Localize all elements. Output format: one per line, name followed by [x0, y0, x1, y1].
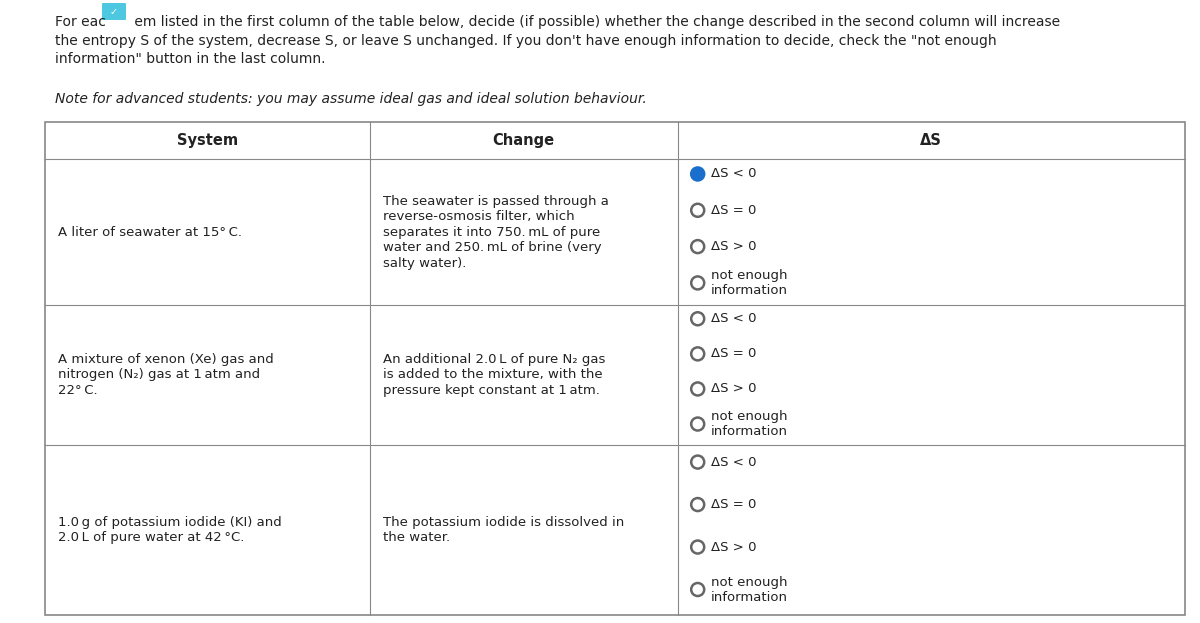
Circle shape: [691, 168, 704, 181]
Text: separates it into 750. mL of pure: separates it into 750. mL of pure: [383, 226, 600, 239]
Text: not enough: not enough: [710, 410, 787, 423]
Bar: [46, 123, 1186, 615]
Text: ΔS < 0: ΔS < 0: [710, 312, 756, 325]
Text: Note for advanced students: you may assume ideal gas and ideal solution behaviou: Note for advanced students: you may assu…: [55, 92, 647, 107]
Text: the water.: the water.: [383, 531, 450, 545]
Text: ΔS = 0: ΔS = 0: [710, 498, 756, 511]
Text: salty water).: salty water).: [383, 257, 467, 270]
Text: information" button in the last column.: information" button in the last column.: [55, 52, 325, 66]
Text: 2.0 L of pure water at 42 °C.: 2.0 L of pure water at 42 °C.: [58, 531, 245, 545]
Text: the entropy S of the system, decrease S, or leave S unchanged. If you don't have: the entropy S of the system, decrease S,…: [55, 34, 997, 47]
Text: 22° C.: 22° C.: [58, 384, 97, 397]
Text: information: information: [710, 591, 787, 604]
Text: The seawater is passed through a: The seawater is passed through a: [383, 194, 608, 207]
Text: ΔS: ΔS: [920, 133, 942, 148]
Text: ΔS > 0: ΔS > 0: [710, 240, 756, 253]
Text: information: information: [710, 425, 787, 438]
Text: ΔS < 0: ΔS < 0: [710, 455, 756, 468]
Text: System: System: [176, 133, 238, 148]
Text: A mixture of xenon (Xe) gas and: A mixture of xenon (Xe) gas and: [58, 353, 274, 366]
Text: ΔS > 0: ΔS > 0: [710, 541, 756, 553]
Text: ΔS > 0: ΔS > 0: [710, 383, 756, 396]
Text: An additional 2.0 L of pure N₂ gas: An additional 2.0 L of pure N₂ gas: [383, 353, 605, 366]
Text: A liter of seawater at 15° C.: A liter of seawater at 15° C.: [58, 226, 242, 239]
Text: ΔS < 0: ΔS < 0: [710, 168, 756, 181]
Text: not enough: not enough: [710, 576, 787, 589]
Text: water and 250. mL of brine (very: water and 250. mL of brine (very: [383, 241, 601, 254]
Text: nitrogen (N₂) gas at 1 atm and: nitrogen (N₂) gas at 1 atm and: [58, 368, 260, 381]
Text: em listed in the first column of the table below, decide (if possible) whether t: em listed in the first column of the tab…: [130, 15, 1060, 29]
Text: ΔS = 0: ΔS = 0: [710, 204, 756, 217]
Text: ✓: ✓: [110, 6, 118, 16]
Text: For eac: For eac: [55, 15, 106, 29]
Text: The potassium iodide is dissolved in: The potassium iodide is dissolved in: [383, 516, 624, 529]
Text: pressure kept constant at 1 atm.: pressure kept constant at 1 atm.: [383, 384, 600, 397]
FancyBboxPatch shape: [102, 3, 126, 20]
Text: information: information: [710, 284, 787, 297]
Text: reverse-osmosis filter, which: reverse-osmosis filter, which: [383, 210, 575, 223]
Text: ΔS = 0: ΔS = 0: [710, 348, 756, 360]
Text: not enough: not enough: [710, 269, 787, 282]
Text: is added to the mixture, with the: is added to the mixture, with the: [383, 368, 602, 381]
Text: Change: Change: [493, 133, 554, 148]
Text: 1.0 g of potassium iodide (KI) and: 1.0 g of potassium iodide (KI) and: [58, 516, 282, 529]
